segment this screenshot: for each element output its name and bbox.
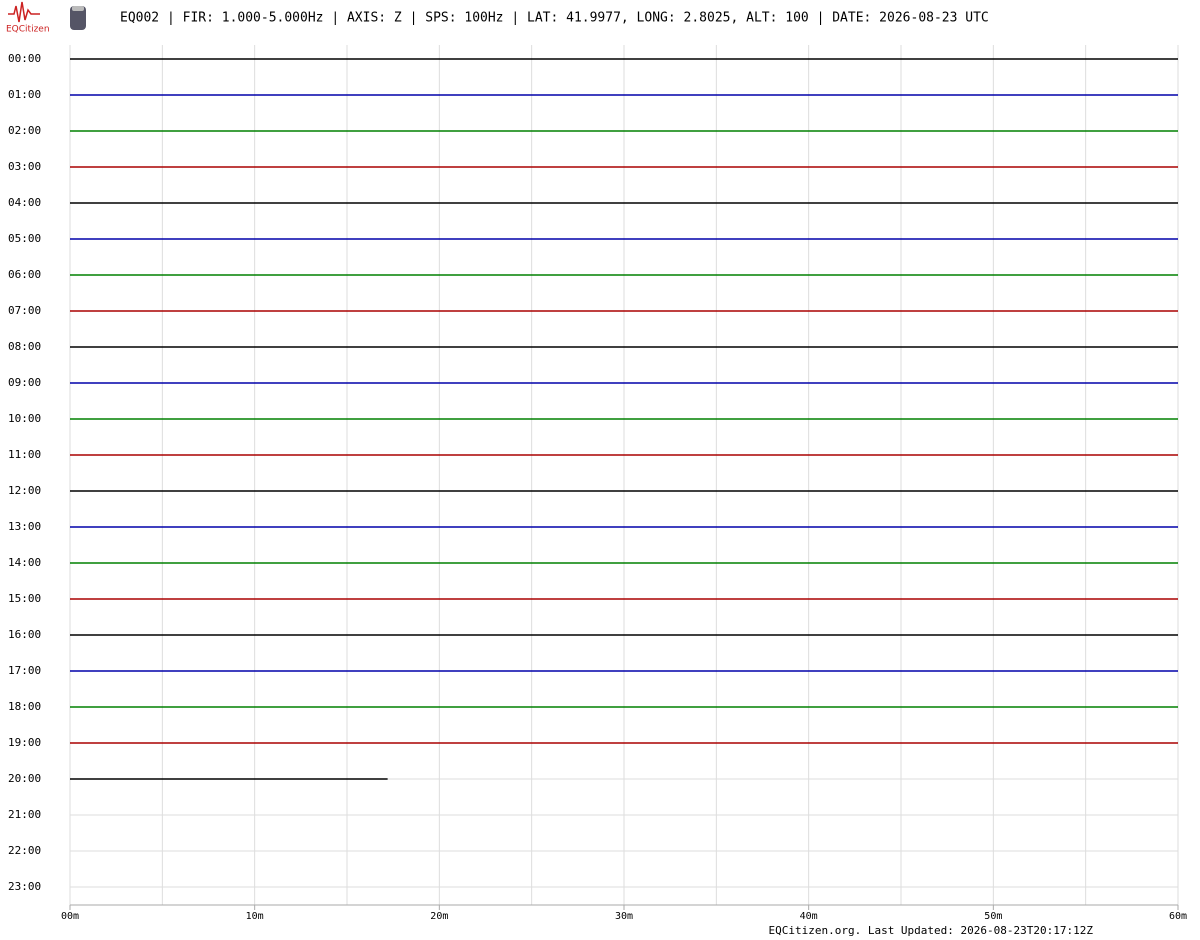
row-label: 02:00 bbox=[8, 124, 41, 137]
row-label: 13:00 bbox=[8, 520, 41, 533]
logo-icon bbox=[70, 6, 86, 30]
row-label: 21:00 bbox=[8, 808, 41, 821]
row-label: 00:00 bbox=[8, 52, 41, 65]
x-tick-label: 40m bbox=[800, 911, 818, 922]
row-label: 19:00 bbox=[8, 736, 41, 749]
x-tick-label: 00m bbox=[61, 911, 79, 922]
row-label: 10:00 bbox=[8, 412, 41, 425]
row-label: 11:00 bbox=[8, 448, 41, 461]
row-label: 22:00 bbox=[8, 844, 41, 857]
row-label: 01:00 bbox=[8, 88, 41, 101]
footer: EQCitizen.org. Last Updated: 2026-08-23T… bbox=[768, 924, 1093, 937]
row-label: 08:00 bbox=[8, 340, 41, 353]
logo: EQCitizen bbox=[6, 1, 86, 35]
x-tick-label: 50m bbox=[984, 911, 1002, 922]
row-label: 18:00 bbox=[8, 700, 41, 713]
row-label: 16:00 bbox=[8, 628, 41, 641]
x-tick-label: 60m bbox=[1169, 911, 1187, 922]
row-label: 15:00 bbox=[8, 592, 41, 605]
row-label: 14:00 bbox=[8, 556, 41, 569]
logo-icon-top bbox=[72, 6, 84, 11]
row-label: 12:00 bbox=[8, 484, 41, 497]
logo-text: EQCitizen bbox=[6, 25, 50, 35]
row-label: 20:00 bbox=[8, 772, 41, 785]
row-label: 17:00 bbox=[8, 664, 41, 677]
logo-wave bbox=[8, 1, 40, 23]
x-tick-label: 30m bbox=[615, 911, 633, 922]
row-label: 06:00 bbox=[8, 268, 41, 281]
x-tick-label: 20m bbox=[430, 911, 448, 922]
row-label: 03:00 bbox=[8, 160, 41, 173]
x-tick-label: 10m bbox=[246, 911, 264, 922]
row-label: 09:00 bbox=[8, 376, 41, 389]
row-label: 04:00 bbox=[8, 196, 41, 209]
row-label: 05:00 bbox=[8, 232, 41, 245]
row-label: 07:00 bbox=[8, 304, 41, 317]
row-label: 23:00 bbox=[8, 880, 41, 893]
chart-title: EQ002 | FIR: 1.000-5.000Hz | AXIS: Z | S… bbox=[120, 11, 989, 26]
